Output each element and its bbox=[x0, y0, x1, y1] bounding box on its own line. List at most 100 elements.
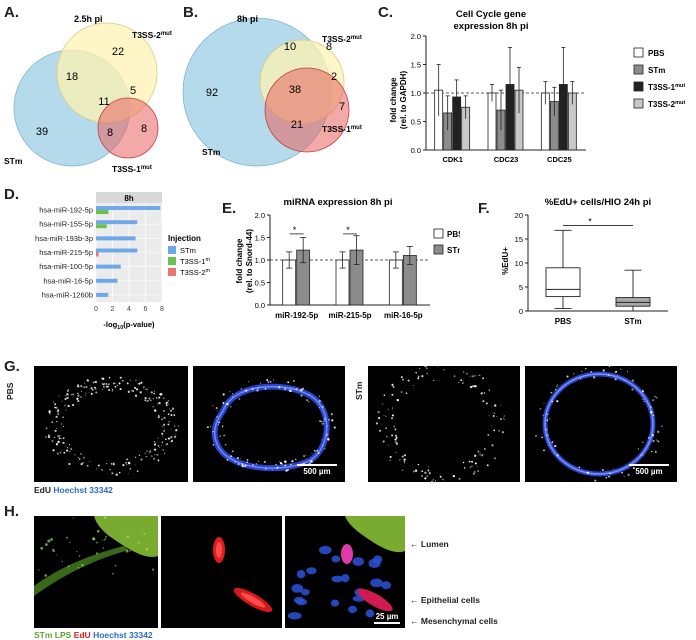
caption-h-hoechst: Hoechst 33342 bbox=[93, 630, 153, 640]
venn-a-t3ss2-only: 22 bbox=[112, 46, 124, 58]
chart-d-facet-title: 8h bbox=[124, 194, 133, 203]
venn-a-t3ss1-circle bbox=[97, 97, 159, 159]
venn-a-t3ss1-label: T3SS-1mut bbox=[112, 164, 152, 174]
chart-c-title-2: expression 8h pi bbox=[454, 21, 529, 32]
venn-b-t3ss2-only: 8 bbox=[326, 41, 332, 53]
chart-c-legend-swatch bbox=[633, 81, 644, 92]
venn-b-t3ss1-only: 7 bbox=[339, 101, 345, 113]
chart-d-bar bbox=[96, 278, 118, 283]
panel-g-letter: G. bbox=[4, 358, 20, 375]
chart-d-legend-swatch bbox=[168, 268, 176, 276]
chart-d-legend-swatch bbox=[168, 246, 176, 254]
chart-c-ytick: 2.0 bbox=[411, 32, 421, 41]
panel-b-letter: B. bbox=[183, 4, 198, 21]
chart-f-ytick: 20 bbox=[515, 211, 523, 220]
venn-a-stm-t3ss2: 18 bbox=[66, 71, 78, 83]
annotation-lumen: ← Lumen bbox=[410, 539, 449, 549]
chart-d-xtick: 8 bbox=[160, 306, 164, 313]
panel-h-letter: H. bbox=[4, 503, 19, 520]
panel-f-letter: F. bbox=[478, 200, 490, 217]
annotation-epithelial: ← Epithelial cells bbox=[410, 595, 480, 605]
chart-d-facet-strip bbox=[96, 192, 162, 203]
venn-b-title: 8h pi bbox=[237, 14, 258, 24]
chart-d: 8h 0 2 4 6 8 hsa-miR-192-5p hsa-miR-155-5p hsa-… bbox=[35, 192, 210, 331]
venn-b-t3ss2-t3ss1: 2 bbox=[331, 71, 337, 83]
micrograph-stm-edu bbox=[368, 366, 520, 482]
caption-edu: EdU bbox=[34, 485, 51, 495]
chart-d-xlabel: -log10(p-value) bbox=[103, 320, 155, 331]
chart-d-bar bbox=[96, 252, 99, 257]
chart-c-xtick: CDC25 bbox=[547, 155, 572, 164]
chart-c-ylabel-1: fold change bbox=[389, 77, 398, 122]
chart-e-ylabel-1: fold change bbox=[235, 238, 244, 283]
caption-hoechst: Hoechst 33342 bbox=[53, 485, 113, 495]
chart-f-ytick: 0 bbox=[519, 307, 523, 316]
venn-b-stm-label: STm bbox=[202, 147, 221, 157]
chart-f-title: %EdU+ cells/HIO 24h pi bbox=[545, 197, 651, 208]
chart-d-ytick: hsa-miR-192-5p bbox=[39, 206, 93, 215]
chart-c-xtick: CDC23 bbox=[494, 155, 519, 164]
chart-d-legend-swatch bbox=[168, 257, 176, 265]
caption-h-edu: EdU bbox=[73, 630, 91, 640]
chart-c-legend-label: STm bbox=[648, 66, 665, 75]
venn-a-title: 2.5h pi bbox=[74, 14, 103, 24]
chart-d-legend-label: STm bbox=[180, 246, 196, 255]
chart-f-ytick: 15 bbox=[515, 235, 523, 244]
caption-stm-lps: STm LPS bbox=[34, 630, 72, 640]
chart-e-legend-label: PBS bbox=[447, 230, 460, 239]
chart-f-xtick: PBS bbox=[555, 317, 572, 326]
chart-d-xtick: 4 bbox=[127, 306, 131, 313]
micrograph-pbs-edu bbox=[34, 366, 188, 482]
chart-e-title: miRNA expression 8h pi bbox=[284, 197, 393, 208]
chart-c-legend-label: PBS bbox=[648, 49, 665, 58]
chart-e-legend-swatch bbox=[433, 244, 444, 255]
chart-f-xtick: STm bbox=[624, 317, 641, 326]
scale-bar-stm: 500 µm bbox=[629, 464, 669, 476]
chart-c-ytick: 1.5 bbox=[411, 61, 421, 70]
chart-f-significance: * bbox=[588, 217, 592, 227]
chart-d-xtick: 6 bbox=[144, 306, 148, 313]
chart-d-legend-label: T3SS-1mut bbox=[180, 257, 210, 266]
chart-c-ytick: 1.0 bbox=[411, 89, 421, 98]
micrograph-edu bbox=[161, 516, 282, 628]
chart-c-title-1: Cell Cycle gene bbox=[456, 9, 526, 20]
chart-d-bar bbox=[96, 220, 138, 225]
venn-b-all-three: 38 bbox=[289, 84, 301, 96]
venn-b-stm-only: 92 bbox=[206, 87, 218, 99]
chart-e-xtick: miR-16-5p bbox=[384, 311, 423, 320]
micrograph-pbs-merge: 500 µm bbox=[193, 366, 345, 482]
chart-c-ytick: 0.5 bbox=[411, 118, 421, 127]
row-label-pbs: PBS bbox=[5, 382, 15, 400]
chart-c-legend-swatch bbox=[633, 64, 644, 75]
chart-d-ytick: hsa-miR-100-5p bbox=[39, 262, 93, 271]
micrograph-merge-h: 25 µm bbox=[285, 516, 405, 628]
h-caption: STm LPS EdU Hoechst 33342 bbox=[34, 630, 153, 640]
venn-b-stm-t3ss2: 10 bbox=[284, 41, 296, 53]
chart-e-xtick: miR-192-5p bbox=[275, 311, 318, 320]
chart-c-legend-swatch bbox=[633, 98, 644, 109]
chart-f: %EdU+ cells/HIO 24h pi %EdU+ 0 5 10 15 20 PBS… bbox=[501, 197, 668, 326]
venn-b-stm-t3ss1: 21 bbox=[291, 119, 303, 131]
g-caption: EdU Hoechst 33342 bbox=[34, 485, 113, 495]
chart-d-ytick: hsa-miR-193b-3p bbox=[35, 234, 93, 243]
chart-d-xtick: 2 bbox=[111, 306, 115, 313]
chart-c-legend-label: T3SS-2mut bbox=[648, 100, 685, 109]
chart-d-bar bbox=[96, 292, 109, 297]
scale-bar-h: 25 µm bbox=[374, 612, 400, 624]
micrograph-stm-lps bbox=[34, 516, 158, 628]
chart-c-legend-swatch bbox=[633, 47, 644, 58]
chart-c-xtick: CDK1 bbox=[442, 155, 462, 164]
chart-d-legend-title: Injection bbox=[168, 234, 201, 243]
venn-b-t3ss1-label: T3SS-1mut bbox=[322, 124, 362, 134]
chart-d-ytick: hsa-miR-155-5p bbox=[39, 220, 93, 229]
chart-e-legend-swatch bbox=[433, 228, 444, 239]
venn-a-stm-only: 39 bbox=[36, 126, 48, 138]
chart-c-ylabel-2: (rel. to GAPDH) bbox=[399, 71, 408, 130]
chart-e: miRNA expression 8h pi fold change (rel.… bbox=[235, 197, 460, 320]
micrograph-stm-merge: 500 µm bbox=[525, 366, 677, 482]
chart-d-xtick: 0 bbox=[94, 306, 98, 313]
panel-e-letter: E. bbox=[222, 200, 237, 217]
row-label-stm: STm bbox=[354, 381, 364, 400]
panel-a-letter: A. bbox=[4, 4, 19, 21]
venn-b: 8h pi T3SS-2mut STm T3SS-1mut 92 10 8 38… bbox=[182, 14, 362, 167]
